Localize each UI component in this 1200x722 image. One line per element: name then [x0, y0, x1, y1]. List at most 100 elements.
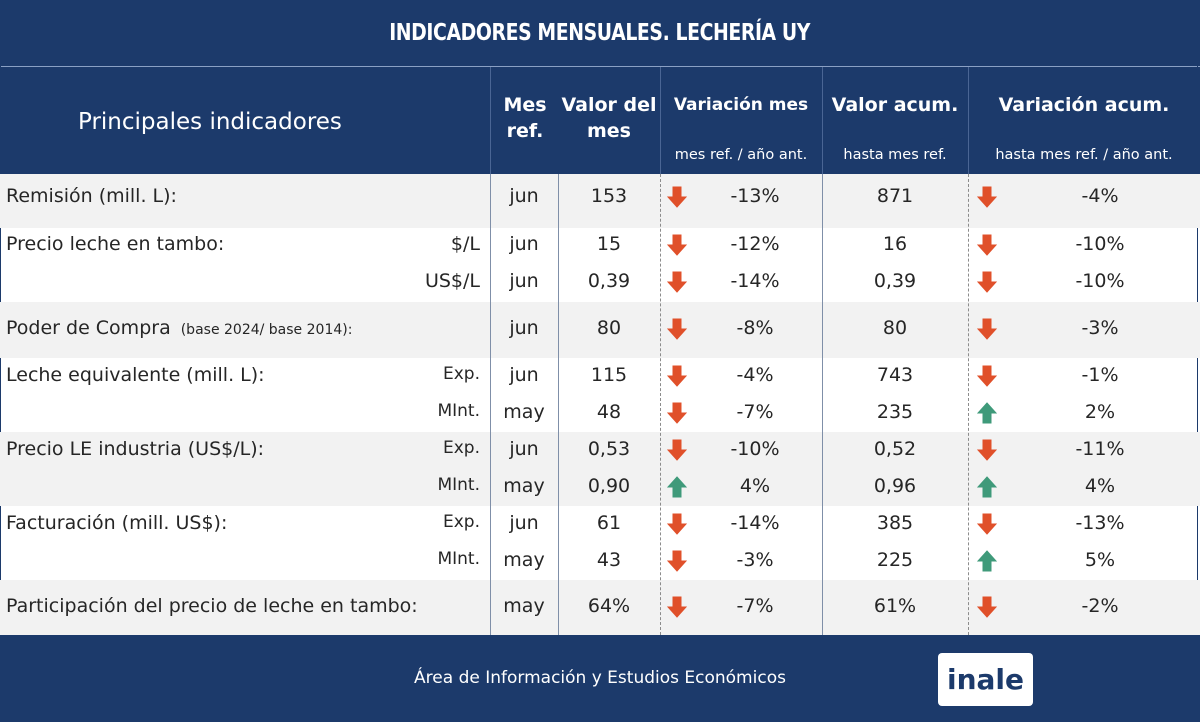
cell-var-acum: 4%	[1084, 475, 1116, 497]
row-label: Facturación (mill. US$):	[6, 512, 227, 534]
row-label: Poder de Compra (base 2024/ base 2014):	[6, 317, 352, 339]
cell-valor-acum: 235	[876, 401, 914, 423]
arrow-down-icon	[666, 186, 688, 213]
header-var-mes: Variación mes	[673, 95, 809, 115]
cell-var-mes: -14%	[730, 512, 780, 534]
cell-var-acum: -3%	[1081, 317, 1119, 339]
cell-var-mes: -10%	[730, 438, 780, 460]
header-main: Principales indicadores	[78, 109, 342, 135]
arrow-down-icon	[976, 513, 998, 540]
column-divider	[490, 174, 491, 635]
arrow-down-icon	[976, 318, 998, 345]
arrow-down-icon	[666, 596, 688, 623]
row-label-text: Poder de Compra	[6, 317, 171, 339]
arrow-down-icon	[976, 271, 998, 298]
row-label-text: Participación del precio de leche en tam…	[6, 595, 418, 617]
cell-valor-acum: 0,52	[873, 438, 917, 460]
cell-valor-mes: 15	[596, 233, 622, 255]
cell-valor-mes: 61	[596, 512, 622, 534]
row-sublabel: Exp.	[443, 364, 480, 384]
cell-valor-acum: 225	[876, 549, 914, 571]
row-sublabel: US$/L	[424, 270, 480, 292]
cell-valor-acum: 743	[876, 364, 914, 386]
row-label-text: Precio LE industria (US$/L):	[6, 438, 265, 460]
arrow-down-icon	[976, 439, 998, 466]
cell-var-acum: -4%	[1081, 185, 1119, 207]
cell-mes-ref: jun	[509, 233, 539, 255]
cell-valor-acum: 80	[882, 317, 908, 339]
arrow-down-icon	[666, 271, 688, 298]
header-mes-ref-line2: ref.	[506, 120, 544, 142]
row-label: Leche equivalente (mill. L):	[6, 364, 265, 386]
cell-var-acum: -10%	[1075, 270, 1125, 292]
header-valor-mes-line2: mes	[587, 120, 631, 142]
inale-logo: inale	[938, 653, 1033, 706]
cell-valor-mes: 115	[590, 364, 628, 386]
arrow-up-icon	[666, 476, 688, 503]
cell-mes-ref: jun	[509, 317, 539, 339]
cell-mes-ref: jun	[509, 512, 539, 534]
divider	[968, 67, 969, 174]
cell-var-mes: -3%	[736, 549, 774, 571]
row-label: Precio leche en tambo:	[6, 233, 224, 255]
column-divider	[558, 174, 559, 635]
arrow-up-icon	[976, 402, 998, 429]
page-title: INDICADORES MENSUALES. LECHERÍA UY	[389, 20, 811, 46]
row-sublabel: Exp.	[443, 512, 480, 532]
row-label-text: Leche equivalente (mill. L):	[6, 364, 265, 386]
cell-var-mes: -14%	[730, 270, 780, 292]
column-divider	[822, 174, 823, 635]
cell-valor-acum: 385	[876, 512, 914, 534]
row-band	[0, 432, 1200, 506]
cell-valor-mes: 0,90	[587, 475, 631, 497]
row-band	[0, 580, 1200, 635]
table-header: Principales indicadores Mes ref. Valor d…	[0, 67, 1200, 174]
arrow-down-icon	[666, 550, 688, 577]
title-bar: INDICADORES MENSUALES. LECHERÍA UY	[0, 0, 1200, 67]
row-band	[0, 174, 1200, 228]
cell-var-mes: -4%	[736, 364, 774, 386]
logo-text: inale	[946, 663, 1024, 696]
cell-mes-ref: may	[503, 401, 545, 423]
cell-var-mes: -7%	[736, 595, 774, 617]
cell-var-acum: -11%	[1075, 438, 1125, 460]
row-sublabel: Exp.	[443, 438, 480, 458]
cell-valor-mes: 80	[596, 317, 622, 339]
cell-mes-ref: jun	[509, 270, 539, 292]
cell-mes-ref: jun	[509, 364, 539, 386]
column-divider	[968, 174, 969, 635]
header-valor-mes: Valor del mes	[558, 92, 660, 144]
arrow-down-icon	[976, 186, 998, 213]
cell-var-acum: 2%	[1084, 401, 1116, 423]
cell-valor-mes: 0,53	[587, 438, 631, 460]
arrow-down-icon	[976, 596, 998, 623]
cell-mes-ref: may	[503, 595, 545, 617]
arrow-down-icon	[976, 234, 998, 261]
header-var-acum: Variación acum.	[998, 94, 1170, 116]
arrow-up-icon	[976, 550, 998, 577]
arrow-down-icon	[666, 402, 688, 429]
cell-valor-acum: 0,39	[873, 270, 917, 292]
column-divider	[660, 174, 661, 635]
cell-mes-ref: jun	[509, 438, 539, 460]
cell-var-mes: -8%	[736, 317, 774, 339]
cell-valor-acum: 871	[876, 185, 914, 207]
arrow-down-icon	[666, 365, 688, 392]
header-mes-ref: Mes ref.	[490, 92, 560, 144]
cell-valor-acum: 61%	[873, 595, 917, 617]
footer: Área de Información y Estudios Económico…	[0, 635, 1200, 722]
cell-var-acum: -2%	[1081, 595, 1119, 617]
cell-var-acum: 5%	[1084, 549, 1116, 571]
cell-var-mes: -13%	[730, 185, 780, 207]
row-sublabel: $/L	[450, 233, 480, 255]
cell-var-acum: -10%	[1075, 233, 1125, 255]
header-valor-acum: Valor acum.	[831, 94, 959, 116]
header-valor-acum-sub: hasta mes ref.	[843, 147, 947, 163]
cell-valor-acum: 16	[882, 233, 908, 255]
cell-var-mes: -7%	[736, 401, 774, 423]
row-sublabel: MInt.	[437, 475, 480, 495]
cell-mes-ref: may	[503, 475, 545, 497]
arrow-down-icon	[666, 439, 688, 466]
divider	[660, 67, 661, 174]
cell-var-acum: -1%	[1081, 364, 1119, 386]
